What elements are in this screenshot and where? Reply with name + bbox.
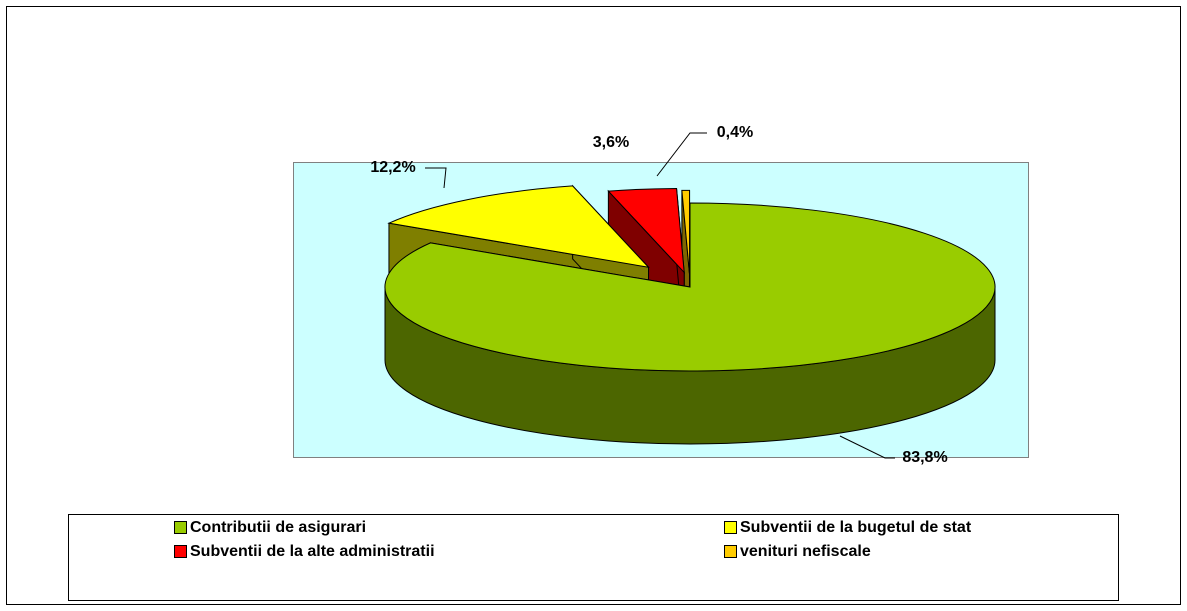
legend <box>68 514 1119 601</box>
legend-swatch <box>724 545 737 558</box>
data-label: 0,4% <box>717 124 753 141</box>
pie-slice <box>387 185 650 269</box>
pie-slice <box>384 202 996 372</box>
leader-line <box>425 167 447 189</box>
data-label: 12,2% <box>370 159 415 176</box>
legend-label: venituri nefiscale <box>740 543 871 560</box>
leader-line <box>656 132 707 177</box>
legend-swatch <box>174 521 187 534</box>
data-label: 83,8% <box>902 449 947 466</box>
legend-label: Subventii de la alte administratii <box>190 543 435 560</box>
leader-line <box>839 435 895 459</box>
pie-slice <box>681 189 691 275</box>
legend-label: Contributii de asigurari <box>190 519 366 536</box>
data-label: 3,6% <box>593 134 629 151</box>
legend-label: Subventii de la bugetul de stat <box>740 519 972 536</box>
legend-swatch <box>724 521 737 534</box>
legend-swatch <box>174 545 187 558</box>
pie-slice <box>607 187 685 274</box>
